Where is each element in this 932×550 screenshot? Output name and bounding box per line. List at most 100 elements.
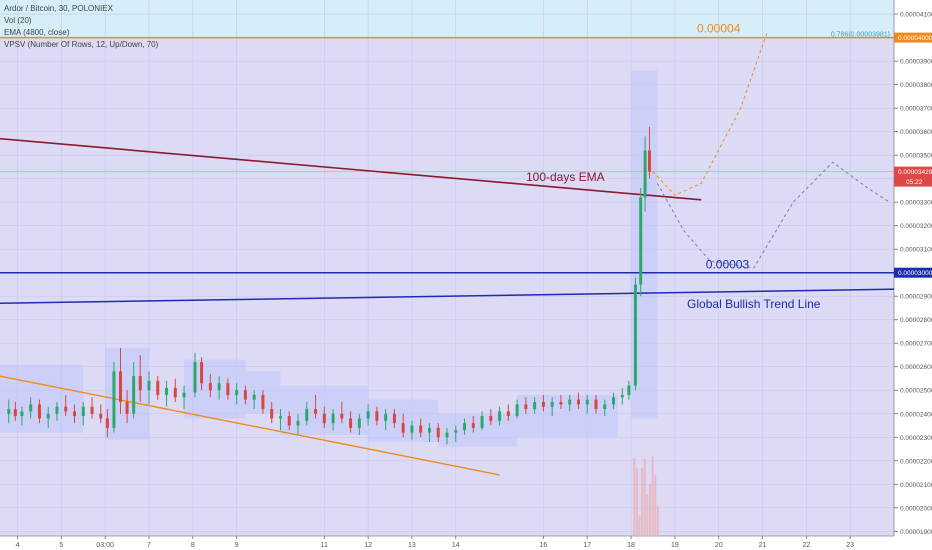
price-tick-label: 0.00002000 [900, 505, 932, 512]
candle-body [208, 383, 212, 391]
volume-bar [649, 484, 652, 536]
time-tick-label: 20 [715, 542, 723, 549]
candle-body [138, 376, 142, 391]
volume-bar [635, 468, 638, 536]
price-tick-label: 0.00003900 [900, 59, 932, 66]
candle-body [392, 413, 396, 424]
price-tick-label: 0.00003100 [900, 247, 932, 254]
candle-body [322, 413, 326, 424]
candle-body [132, 376, 136, 414]
indicator-vpsv[interactable]: VPSV (Number Of Rows, 12, Up/Down, 70) [4, 40, 159, 49]
candle-body [165, 387, 169, 395]
price-tick-label: 0.00002400 [900, 411, 932, 418]
indicator-vol[interactable]: Vol (20) [4, 16, 32, 25]
candle-body [193, 362, 197, 393]
price-tick-label: 0.00002900 [900, 294, 932, 301]
candle-body [401, 423, 405, 433]
falling-trend-line [0, 375, 500, 476]
price-tick-label: 0.00002800 [900, 317, 932, 324]
global-trend-line [0, 288, 895, 305]
time-axis-panel [0, 536, 894, 550]
volume-bar [656, 505, 659, 536]
time-tick-label: 4 [16, 542, 20, 549]
candle-body [568, 399, 572, 405]
price-tick-label: 0.00003600 [900, 129, 932, 136]
time-tick-label: 18 [627, 542, 635, 549]
candle-body [524, 404, 528, 410]
indicator-ema[interactable]: EMA (4800, close) [4, 28, 70, 37]
candle-body [252, 394, 256, 400]
candle-body [81, 406, 85, 417]
candle-body [647, 150, 651, 172]
support-annotation: 0.00003 [706, 258, 750, 272]
candle-body [125, 402, 129, 414]
candle-body [296, 420, 300, 426]
candle-body [287, 416, 291, 426]
price-tick-label: 0.00003500 [900, 153, 932, 160]
candle-body [29, 404, 33, 412]
candle-body [506, 411, 510, 417]
candle-body [375, 411, 379, 421]
candle-countdown: 05:22 [906, 179, 923, 186]
candle-body [643, 150, 647, 198]
candle-body [305, 409, 309, 421]
candle-body [620, 394, 624, 398]
candle-body [278, 416, 282, 419]
candle-body [119, 371, 123, 402]
candle-body [105, 418, 109, 428]
candle-body [217, 383, 221, 391]
target-annotation: 0.00004 [697, 22, 741, 36]
plot-background [0, 0, 894, 536]
volume-bar [651, 456, 654, 536]
candle-body [436, 427, 440, 438]
candle-body [576, 399, 580, 405]
candle-body [99, 413, 103, 419]
candle-body [633, 284, 637, 386]
candle-body [112, 371, 116, 428]
symbol-title: Ardor / Bitcoin, 30, POLONIEX [4, 4, 113, 13]
candle-body [243, 390, 247, 400]
candle-body [20, 411, 24, 417]
ema-line [0, 137, 702, 201]
candle-body [13, 409, 17, 417]
candle-body [156, 380, 160, 395]
volume-bar [643, 458, 646, 536]
support-price-tag-bg [894, 267, 932, 278]
time-tick-label: 11 [321, 542, 328, 549]
candle-body [585, 399, 589, 405]
time-tick-label: 22 [802, 542, 810, 549]
volume-bar [633, 458, 636, 536]
trendline-annotation: Global Bullish Trend Line [687, 297, 821, 311]
volume-bar [638, 515, 641, 536]
candle-body [349, 418, 353, 428]
target-price-tag-bg [894, 32, 932, 43]
candle-body [463, 423, 467, 431]
price-tick-label: 0.00002600 [900, 364, 932, 371]
candle-body [445, 432, 449, 438]
candle-body [73, 411, 76, 417]
ema-annotation: 100-days EMA [526, 170, 605, 184]
candle-body [533, 402, 537, 410]
candle-body [55, 406, 59, 414]
time-tick-label: 14 [452, 542, 460, 549]
candle-body [340, 413, 344, 419]
candle-body [454, 430, 458, 433]
price-tick-label: 0.00002200 [900, 458, 932, 465]
time-tick-label: 7 [147, 542, 151, 549]
candle-body [235, 390, 239, 395]
price-tick-label: 0.00003800 [900, 82, 932, 89]
candle-body [270, 409, 274, 419]
price-tick-label: 0.00003700 [900, 106, 932, 113]
candle-body [627, 385, 631, 395]
current-price-tag: 0.00003429 [898, 169, 932, 176]
time-tick-label: 13 [408, 542, 416, 549]
time-tick-label: 9 [235, 542, 239, 549]
candle-body [639, 197, 643, 285]
price-tick-label: 0.00002500 [900, 388, 932, 395]
candle-body [612, 397, 616, 405]
candle-body [384, 413, 388, 421]
candle-body [559, 402, 563, 405]
support-price-tag: 0.00003000 [898, 270, 932, 277]
